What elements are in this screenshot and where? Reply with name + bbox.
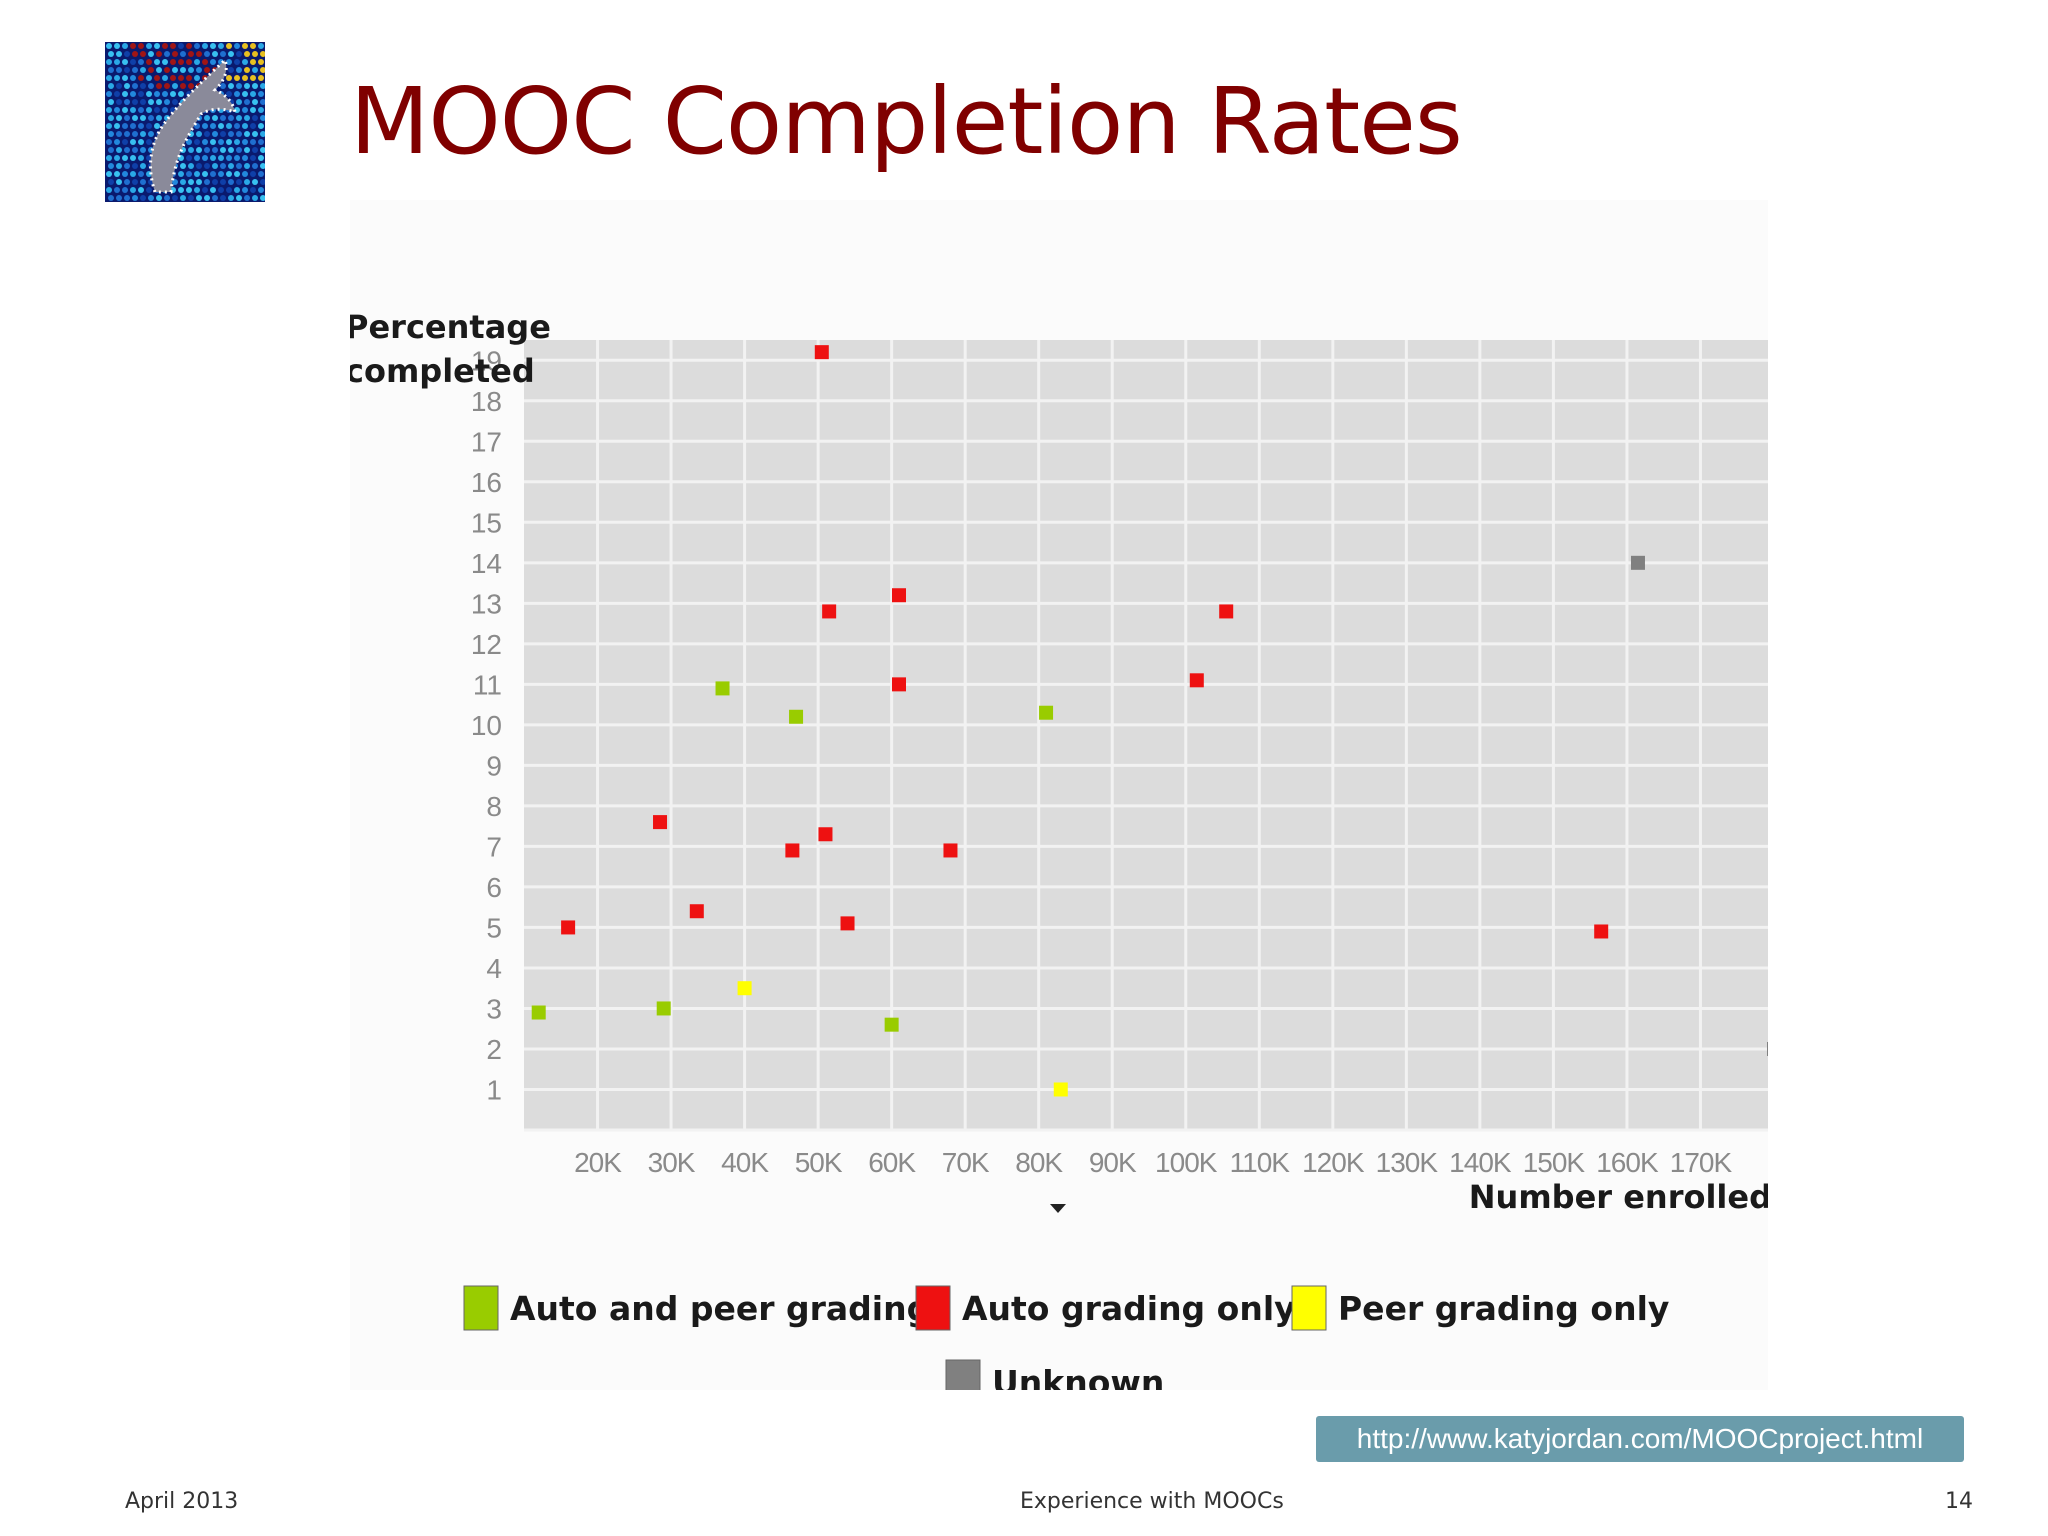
page-number: 14	[1945, 1489, 1973, 1514]
x-tick-label: 40K	[721, 1147, 769, 1178]
data-point	[1767, 1041, 1768, 1056]
y-tick-label: 8	[486, 791, 502, 822]
data-point	[1594, 924, 1609, 939]
x-tick-label: 100K	[1155, 1147, 1218, 1178]
data-point	[789, 709, 804, 724]
legend-label: Unknown	[992, 1363, 1164, 1390]
data-point	[1053, 1082, 1068, 1097]
slide-title: MOOC Completion Rates	[350, 68, 1463, 175]
y-tick-label: 3	[486, 993, 502, 1024]
y-tick-label: 14	[471, 548, 502, 579]
y-tick-label: 2	[486, 1034, 502, 1065]
x-tick-label: 70K	[942, 1147, 990, 1178]
x-tick-label: 20K	[574, 1147, 622, 1178]
y-tick-label: 12	[471, 629, 502, 660]
y-tick-label: 9	[486, 750, 502, 781]
caret-down-icon	[1050, 1204, 1066, 1213]
plot-area	[524, 340, 1768, 1130]
logo-dolphin	[149, 57, 237, 194]
data-point	[1219, 604, 1234, 619]
x-tick-label: 160K	[1596, 1147, 1659, 1178]
x-tick-label: 120K	[1302, 1147, 1365, 1178]
y-tick-label: 1	[486, 1074, 502, 1105]
legend-swatch	[945, 1359, 981, 1390]
legend-label: Peer grading only	[1338, 1289, 1669, 1328]
data-point	[892, 588, 906, 603]
y-tick-label: 18	[471, 386, 502, 417]
x-tick-label: 140K	[1449, 1147, 1512, 1178]
data-point	[840, 916, 855, 931]
y-tick-label: 15	[471, 507, 502, 538]
data-point	[653, 815, 668, 830]
legend-label: Auto and peer grading	[510, 1289, 930, 1328]
data-point	[656, 1001, 671, 1016]
x-tick-label: 130K	[1376, 1147, 1439, 1178]
x-tick-label: 50K	[795, 1147, 843, 1178]
data-point	[884, 1017, 899, 1032]
x-tick-label: 110K	[1230, 1147, 1291, 1178]
y-tick-label: 16	[471, 467, 502, 498]
data-point	[689, 904, 704, 919]
data-point	[1039, 705, 1054, 720]
data-point	[715, 681, 730, 696]
x-tick-label: 170K	[1670, 1147, 1733, 1178]
footer-presentation-title: Experience with MOOCs	[1020, 1489, 1284, 1514]
y-tick-label: 4	[486, 953, 502, 984]
chart-panel: 1 2 3 4 5 6 7 8 9 10 11 12 13 14 15 16 17 18 19 20K 30K 40K 50…	[350, 200, 1768, 1390]
y-tick-label: 11	[473, 669, 502, 700]
data-point	[531, 1005, 546, 1020]
data-point	[737, 981, 752, 996]
data-point	[561, 920, 576, 935]
legend-swatch	[915, 1285, 951, 1331]
x-tick-label: 30K	[648, 1147, 696, 1178]
legend-swatch	[463, 1285, 499, 1331]
data-point	[892, 677, 906, 692]
footer-date: April 2013	[125, 1489, 239, 1514]
x-tick-label: 80K	[1015, 1147, 1063, 1178]
y-axis-title: Percentage completed	[350, 308, 551, 390]
dolphin-logo	[105, 42, 266, 202]
data-point	[943, 843, 958, 858]
data-point	[1630, 555, 1645, 570]
y-tick-label: 5	[486, 912, 502, 943]
y-tick-label: 13	[471, 588, 502, 619]
y-tick-label: 19	[471, 345, 502, 376]
data-point	[818, 827, 833, 842]
y-tick-label: 7	[486, 831, 502, 862]
x-tick-label: 150K	[1523, 1147, 1586, 1178]
x-axis-title: Number enrolled	[1469, 1178, 1768, 1216]
y-tick-label: 17	[471, 426, 502, 457]
x-tick-label: 60K	[868, 1147, 916, 1178]
x-tick-label: 90K	[1089, 1147, 1137, 1178]
legend-swatch	[1291, 1285, 1327, 1331]
data-point	[814, 345, 829, 360]
legend-label: Auto grading only	[962, 1289, 1296, 1328]
data-point	[1189, 673, 1204, 688]
y-tick-label: 6	[486, 872, 502, 903]
data-point	[785, 843, 800, 858]
y-tick-label: 10	[471, 710, 502, 741]
data-point	[822, 604, 837, 619]
source-url[interactable]: http://www.katyjordan.com/MOOCproject.ht…	[1316, 1416, 1964, 1462]
